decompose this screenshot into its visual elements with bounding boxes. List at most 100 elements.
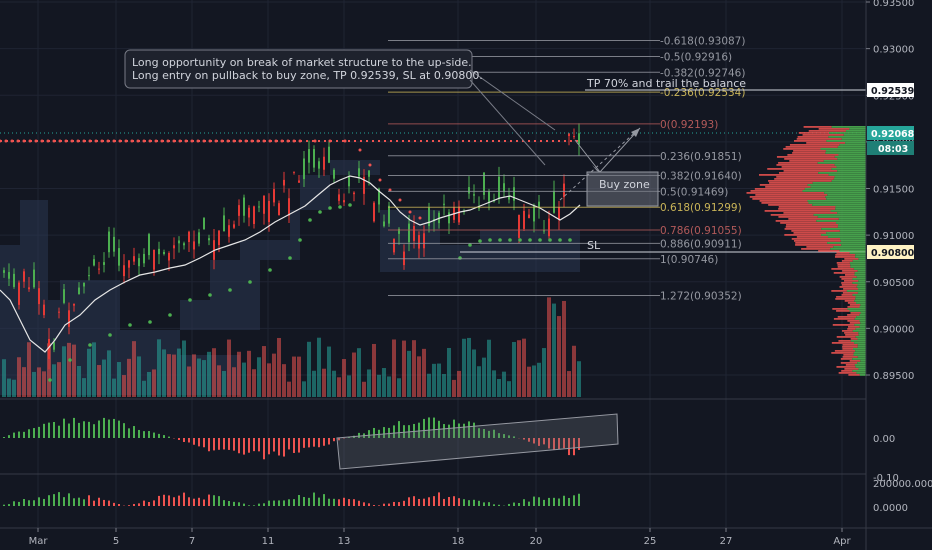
volume-bar	[462, 338, 466, 397]
candle-body	[408, 223, 410, 243]
profile-bar-red	[746, 192, 825, 194]
volume-bar	[292, 356, 296, 397]
candle-body	[118, 248, 120, 266]
profile-bar-green	[857, 338, 866, 340]
candle-body	[223, 215, 225, 232]
profile-bar-green	[838, 218, 866, 220]
profile-bar-green	[807, 200, 866, 202]
profile-bar-red	[793, 150, 826, 152]
sar-dot-red	[190, 139, 194, 143]
profile-bar-red	[845, 334, 859, 336]
profile-bar-green	[812, 182, 866, 184]
profile-bar-green	[849, 262, 866, 264]
profile-bar-green	[856, 372, 866, 374]
volume-bar	[567, 371, 571, 397]
candle-body	[333, 169, 335, 179]
candle-body	[198, 232, 200, 244]
profile-bar-green	[835, 208, 866, 210]
buy-zone-box[interactable]	[586, 171, 659, 207]
sar-dot-red	[220, 139, 224, 143]
volume-bar	[242, 362, 246, 397]
profile-bar-red	[801, 248, 831, 250]
profile-bar-green	[858, 332, 866, 334]
profile-bar-green	[834, 176, 866, 178]
sar-dot-red	[166, 139, 170, 143]
profile-bar-green	[859, 306, 866, 308]
volume-bar	[137, 356, 141, 397]
profile-bar-green	[838, 224, 866, 226]
volume-bar	[92, 342, 96, 397]
candle-body	[353, 192, 355, 195]
profile-bar-green	[845, 130, 866, 132]
candle-body	[68, 310, 70, 327]
profile-bar-green	[854, 324, 866, 326]
volume-bar	[282, 364, 286, 397]
volume-bar	[222, 370, 226, 397]
volume-bar	[322, 368, 326, 397]
profile-bar-red	[784, 228, 822, 230]
sar-dot-red	[268, 139, 272, 143]
volume-bar	[72, 344, 76, 397]
profile-bar-green	[859, 374, 866, 376]
sar-dot-red	[4, 139, 8, 143]
profile-bar-green	[859, 314, 866, 316]
profile-bar-green	[854, 318, 866, 320]
callout-note[interactable]: Long opportunity on break of market stru…	[124, 49, 556, 166]
profile-bar-red	[781, 166, 837, 168]
profile-bar-green	[856, 316, 866, 318]
profile-bar-green	[859, 320, 866, 322]
sar-dot-green	[308, 218, 312, 222]
profile-bar-green	[835, 222, 866, 224]
last-tag-value: 0.92068	[871, 129, 915, 140]
volume-bar	[522, 338, 526, 397]
candle-body	[373, 202, 375, 222]
profile-bar-red	[841, 284, 858, 286]
volume-bar	[157, 339, 161, 397]
last-tag-bg	[867, 126, 914, 140]
volume-bar	[327, 346, 331, 397]
profile-bar-red	[836, 296, 856, 298]
profile-bar-red	[788, 218, 839, 220]
profile-bar-red	[759, 200, 808, 202]
profile-bar-red	[845, 364, 855, 366]
profile-bar-green	[855, 350, 866, 352]
profile-bar-green	[857, 346, 866, 348]
volume-bar	[482, 357, 486, 397]
sar-dot-red	[388, 188, 392, 192]
profile-bar-red	[841, 278, 853, 280]
candle-body	[48, 338, 50, 359]
profile-bar-red	[764, 210, 831, 212]
profile-bar-green	[854, 274, 866, 276]
profile-bar-green	[821, 228, 866, 230]
volume-bar	[42, 371, 46, 397]
profile-bar-green	[817, 216, 866, 218]
profile-bar-red	[755, 194, 828, 196]
volume-bar	[57, 362, 61, 397]
fib-retracement: -0.618(0.93087) -0.5(0.92916) -0.382(0.927…	[388, 36, 745, 303]
sar-dot-red	[250, 139, 254, 143]
indicator-2-tick: 0.0000	[873, 503, 908, 514]
candle-body	[33, 269, 35, 288]
candle-body	[543, 230, 545, 232]
candle-body	[123, 265, 125, 277]
profile-bar-red	[833, 318, 855, 320]
profile-bar-red	[780, 222, 836, 224]
profile-bar-red	[847, 320, 860, 322]
profile-bar-green	[837, 212, 866, 214]
indicator-1-histogram	[3, 417, 580, 460]
profile-bar-red	[832, 308, 848, 310]
candle-body	[368, 170, 370, 177]
time-axis[interactable]: Mar 5 7 11 13 18 20 25 27 Apr	[29, 528, 852, 547]
profile-bar-red	[844, 258, 859, 260]
volume-bar	[337, 377, 341, 397]
indicator-1-channel	[336, 413, 619, 470]
sar-dot-red	[100, 139, 104, 143]
profile-bar-green	[850, 340, 866, 342]
profile-bar-red	[847, 306, 860, 308]
sar-dot-red	[184, 139, 188, 143]
profile-bar-green	[820, 148, 866, 150]
profile-bar-red	[787, 154, 839, 156]
volume-bar	[397, 378, 401, 397]
